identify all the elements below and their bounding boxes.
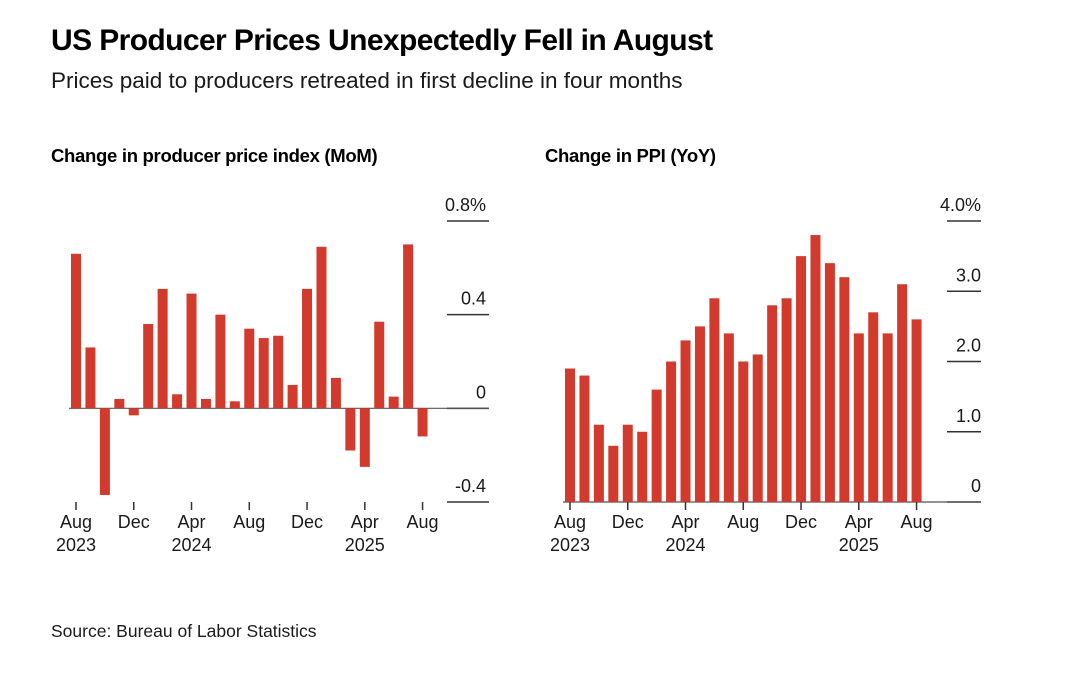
yoy-x-tick-label: Aug [554, 512, 586, 532]
mom-bar [330, 377, 341, 409]
mom-bar [157, 288, 168, 409]
mom-bar [85, 347, 96, 409]
mom-bar [172, 394, 183, 409]
yoy-bar [882, 333, 893, 502]
yoy-chart: 4.0% 3.0 2.0 1.0 0 Aug 2023 Dec Apr 2024 Aug Dec Apr… [550, 195, 981, 555]
mom-bar [388, 396, 399, 409]
yoy-x-tick-label: Apr [672, 512, 700, 532]
mom-bar [128, 408, 139, 416]
yoy-bar [579, 375, 590, 502]
mom-y-tick-label: 0.4 [461, 289, 486, 309]
yoy-x-tick-label: Aug [901, 512, 933, 532]
yoy-panel-title: Change in PPI (YoY) [545, 145, 716, 166]
mom-x-tick-label: Aug [407, 512, 439, 532]
source-note: Source: Bureau of Labor Statistics [51, 621, 317, 641]
mom-bar [114, 398, 125, 409]
yoy-bar [824, 263, 835, 502]
mom-bar [359, 408, 370, 467]
yoy-bar [637, 431, 648, 502]
yoy-bar [752, 354, 763, 502]
mom-bar [143, 324, 154, 409]
yoy-bar [868, 312, 879, 502]
yoy-bar [796, 256, 807, 502]
mom-bar [302, 288, 313, 409]
yoy-bar [839, 277, 850, 502]
yoy-x-tick-label: Aug [727, 512, 759, 532]
mom-bar [417, 408, 428, 437]
mom-x-tick-label: Aug [233, 512, 265, 532]
yoy-bar [622, 424, 633, 502]
mom-bar [374, 321, 385, 409]
yoy-bar [723, 333, 734, 502]
yoy-y-tick-label: 1.0 [956, 406, 981, 426]
yoy-bar [651, 389, 662, 502]
yoy-x-year-label: 2025 [839, 535, 879, 555]
mom-x-year-label: 2025 [345, 535, 385, 555]
yoy-bar [897, 284, 908, 502]
mom-bar [258, 338, 269, 409]
yoy-bar [608, 445, 619, 502]
yoy-y-tick-label: 3.0 [956, 265, 981, 285]
mom-bar [244, 328, 255, 409]
yoy-x-year-label: 2023 [550, 535, 590, 555]
mom-x-tick-label: Apr [178, 512, 206, 532]
yoy-bar [565, 368, 575, 502]
yoy-bar [709, 298, 720, 502]
mom-x-year-label: 2024 [171, 535, 211, 555]
yoy-x-tick-label: Dec [785, 512, 817, 532]
mom-y-tick-label: 0 [476, 382, 486, 402]
mom-x-tick-label: Apr [351, 512, 379, 532]
mom-bar [99, 408, 110, 495]
mom-x-tick-label: Dec [291, 512, 323, 532]
mom-x-tick-label: Aug [60, 512, 92, 532]
mom-bar [345, 408, 356, 451]
chart-title: US Producer Prices Unexpectedly Fell in … [51, 24, 713, 57]
mom-bar [71, 253, 81, 409]
yoy-bar [738, 361, 749, 502]
yoy-bar [810, 235, 821, 503]
yoy-bar [666, 361, 677, 502]
mom-bar [403, 244, 414, 409]
mom-bar [287, 384, 298, 409]
mom-panel-title: Change in producer price index (MoM) [51, 145, 378, 166]
yoy-bar [680, 340, 691, 502]
yoy-bar [593, 424, 604, 502]
yoy-bar [781, 298, 792, 502]
mom-y-tick-label: -0.4 [455, 476, 486, 496]
mom-bar [215, 314, 226, 409]
mom-bar [273, 335, 284, 409]
yoy-bar [853, 333, 864, 502]
mom-bar [229, 401, 240, 409]
yoy-x-tick-label: Apr [845, 512, 873, 532]
mom-x-year-label: 2023 [56, 535, 96, 555]
yoy-x-year-label: 2024 [665, 535, 705, 555]
yoy-y-tick-label: 0 [971, 476, 981, 496]
yoy-y-tick-label: 2.0 [956, 336, 981, 356]
yoy-bar [767, 305, 778, 502]
chart-subtitle: Prices paid to producers retreated in fi… [51, 68, 683, 93]
mom-x-tick-label: Dec [118, 512, 150, 532]
mom-chart: 0.8% 0.4 0 -0.4 Aug 2023 Dec Apr 2024 Aug Dec Apr 20… [56, 195, 489, 555]
yoy-bar [694, 326, 705, 502]
yoy-x-tick-label: Dec [612, 512, 644, 532]
yoy-bar [911, 319, 922, 502]
mom-bar [200, 398, 211, 409]
mom-bar [316, 246, 327, 409]
yoy-y-tick-label: 4.0% [940, 195, 981, 215]
mom-y-tick-label: 0.8% [445, 195, 486, 215]
mom-bar [186, 293, 197, 409]
